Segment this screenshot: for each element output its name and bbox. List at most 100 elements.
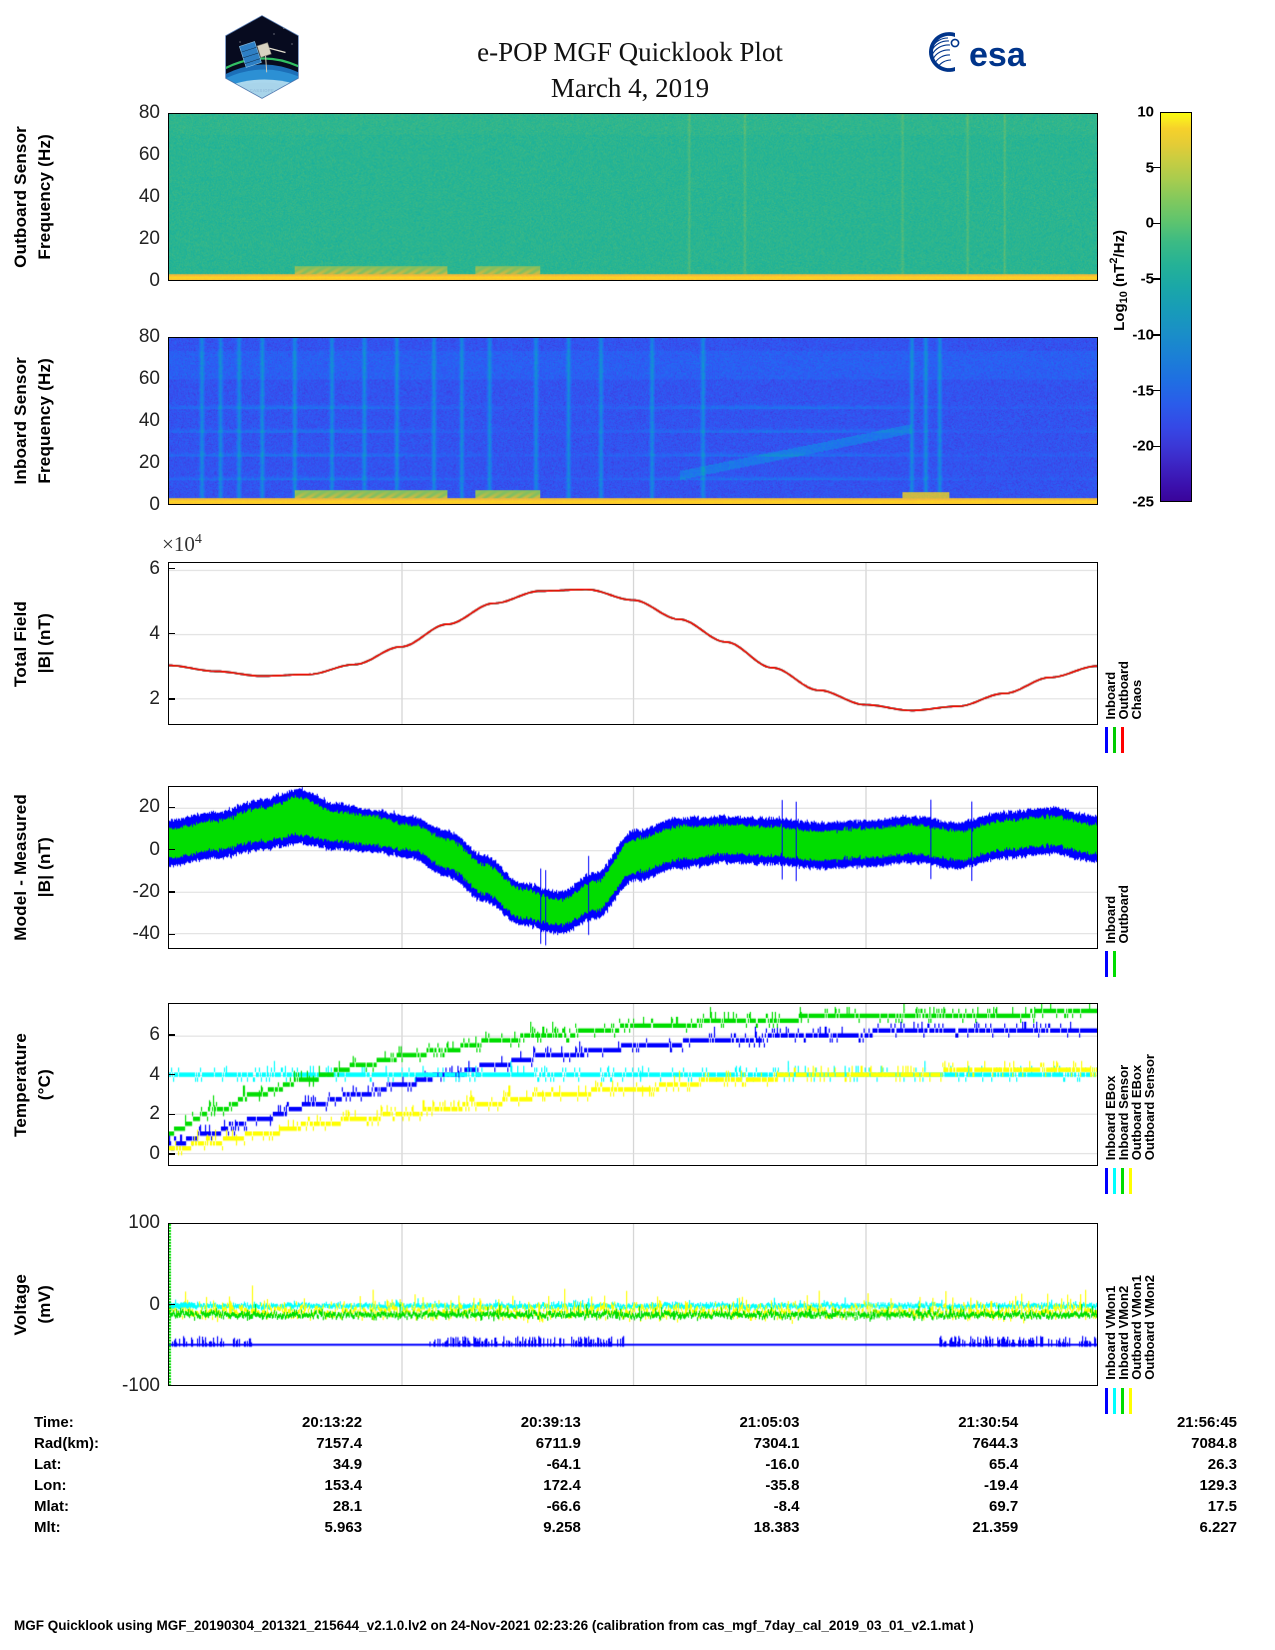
legend-color-swatch <box>1105 727 1108 753</box>
ytick-label: 0 <box>149 494 160 515</box>
ytick-label: 100 <box>128 1212 160 1233</box>
colorbar-tick-mark <box>1153 278 1160 280</box>
ytick-label: 80 <box>138 326 160 347</box>
colorbar-gradient <box>1160 112 1192 502</box>
axes-temperature <box>168 1003 1098 1166</box>
table-cell: -16.0 <box>765 1456 800 1473</box>
footer-caption: MGF Quicklook using MGF_20190304_201321_… <box>14 1618 974 1633</box>
epop-cassiope-logo: CASSIOPE <box>222 14 302 100</box>
colorbar-tick-mark <box>1153 222 1160 225</box>
yaxis-exponent-power: 4 <box>194 532 202 547</box>
table-cell: 9.258 <box>543 1519 581 1536</box>
colorbar-tick-label: -15 <box>1132 382 1154 400</box>
ytick-mark <box>168 1303 175 1306</box>
legend-entry-label: Outboard VMon2 <box>1142 1275 1157 1380</box>
table-row: Lat: 34.9 -64.1 -16.0 65.4 26.3 <box>22 1454 1237 1475</box>
page-header: CASSIOPE e-POP MGF Quicklook Plot March … <box>0 0 1275 108</box>
ytick-label: 2 <box>149 687 160 709</box>
ytick-label: 60 <box>138 368 160 389</box>
table-cell: -8.4 <box>773 1498 800 1515</box>
plot-canvas-temperature <box>169 1004 1097 1165</box>
colorbar-tick-label: 5 <box>1145 159 1154 177</box>
colorbar-tick-mark <box>1153 389 1160 392</box>
table-row: Rad(km): 7157.4 6711.9 7304.1 7644.3 7084.8 <box>22 1433 1237 1454</box>
colorbar-tick-mark <box>1153 167 1160 169</box>
table-cell: -35.8 <box>765 1477 800 1494</box>
legend-color-swatch <box>1113 1168 1116 1194</box>
ylabel-model-minus-measured: Model - Measured |B| (nT) <box>0 786 64 949</box>
ylabel-line-2: |B| (nT) <box>34 613 54 674</box>
table-cell: 172.4 <box>543 1477 581 1494</box>
plot-canvas-total-field <box>169 563 1097 724</box>
plot-canvas-outboard-spectrogram <box>169 114 1097 280</box>
legend-color-swatch <box>1121 727 1124 753</box>
table-cell: 5.963 <box>324 1519 363 1536</box>
ytick-label: 40 <box>138 410 160 431</box>
ylabel-line-2: Frequency (Hz) <box>34 134 54 260</box>
colorbar: 10 5 0 -5 -10 -15 -20 -25 <box>1132 104 1192 511</box>
table-cell: 21.359 <box>972 1519 1019 1536</box>
ylabel-line-1: Inboard Sensor <box>10 357 30 485</box>
table-cell: -66.6 <box>546 1498 581 1515</box>
ylabel-line-1: Outboard Sensor <box>10 126 30 268</box>
colorbar-tick-label: 0 <box>1145 214 1154 232</box>
table-cell: 7084.8 <box>1191 1435 1237 1452</box>
ylabel-line-1: Total Field <box>10 600 30 687</box>
colorbar-tick-mark <box>1153 334 1160 336</box>
colorbar-tick-label: 10 <box>1137 103 1154 121</box>
legend-entry-label: Outboard Sensor <box>1142 1053 1157 1160</box>
yaxis-exponent-base: ×10 <box>162 532 195 556</box>
table-row-label: Rad(km): <box>34 1435 100 1452</box>
legend-color-swatch <box>1121 1388 1124 1414</box>
table-cell: 6.227 <box>1199 1519 1237 1536</box>
ylabel-outboard-spectrogram: Outboard Sensor Frequency (Hz) <box>0 113 64 281</box>
table-row: Mlt: 5.963 9.258 18.383 21.359 6.227 <box>22 1517 1237 1538</box>
legend-entry-label: Chaos <box>1129 679 1144 719</box>
colorbar-tick-label: -10 <box>1132 326 1154 344</box>
ytick-mark <box>168 1153 175 1155</box>
ytick-mark <box>168 567 175 570</box>
legend-color-swatch <box>1113 727 1116 753</box>
colorbar-tick-label: -25 <box>1132 493 1154 511</box>
legend-color-swatch <box>1129 1168 1132 1194</box>
axes-total-field <box>168 562 1098 725</box>
table-cell: 153.4 <box>324 1477 363 1494</box>
yaxis-temperature: 6 4 2 0 <box>72 1003 160 1166</box>
table-cell: -19.4 <box>984 1477 1019 1494</box>
ytick-mark <box>168 848 175 851</box>
esa-wordmark: esa <box>969 36 1027 74</box>
ylabel-line-1: Temperature <box>10 1032 30 1137</box>
ephemeris-table: Time: 20:13:22 20:39:13 21:05:03 21:30:54 21:… <box>22 1412 1262 1538</box>
table-cell: 28.1 <box>332 1498 363 1515</box>
legend-color-swatch <box>1113 951 1116 977</box>
ylabel-voltage: Voltage (mV) <box>0 1223 64 1386</box>
yaxis-voltage: 100 0 -100 <box>72 1212 160 1396</box>
ytick-label: 60 <box>138 144 160 165</box>
ytick-mark <box>168 1073 175 1076</box>
ytick-label: 6 <box>149 557 160 579</box>
legend-entry-label: Outboard <box>1116 884 1131 944</box>
table-cell: 7157.4 <box>316 1435 363 1452</box>
yaxis-outboard-spectrogram: 80 60 40 20 0 <box>72 102 160 291</box>
ytick-mark <box>168 806 175 808</box>
table-row-label: Lat: <box>34 1456 62 1473</box>
ytick-label: 20 <box>138 228 160 249</box>
axes-outboard-spectrogram <box>168 113 1098 281</box>
ylabel-temperature: Temperature (°C) <box>0 1003 64 1166</box>
table-cell: 21:30:54 <box>958 1414 1019 1431</box>
legend-color-swatch <box>1121 1168 1124 1194</box>
ephemeris-table-grid: Time: 20:13:22 20:39:13 21:05:03 21:30:54 21:… <box>22 1412 1237 1538</box>
table-row-label: Time: <box>34 1414 74 1431</box>
legend-color-swatch <box>1105 951 1108 977</box>
ylabel-line-2: (°C) <box>34 1068 54 1101</box>
colorbar-tick-mark <box>1153 445 1160 447</box>
legend-total-field: Inboard Outboard Chaos <box>1103 562 1170 759</box>
title-line-1: e-POP MGF Quicklook Plot <box>477 37 783 67</box>
table-row-label: Mlt: <box>34 1519 61 1536</box>
legend-voltage: Inboard VMon1 Inboard VMon2 Outboard VMon1… <box>1103 1223 1170 1420</box>
ytick-mark <box>168 933 175 935</box>
table-cell: -64.1 <box>546 1456 581 1473</box>
esa-logo: esa <box>925 30 1045 74</box>
table-row-label: Lon: <box>34 1477 67 1494</box>
yaxis-exponent: ×104 <box>162 532 202 557</box>
